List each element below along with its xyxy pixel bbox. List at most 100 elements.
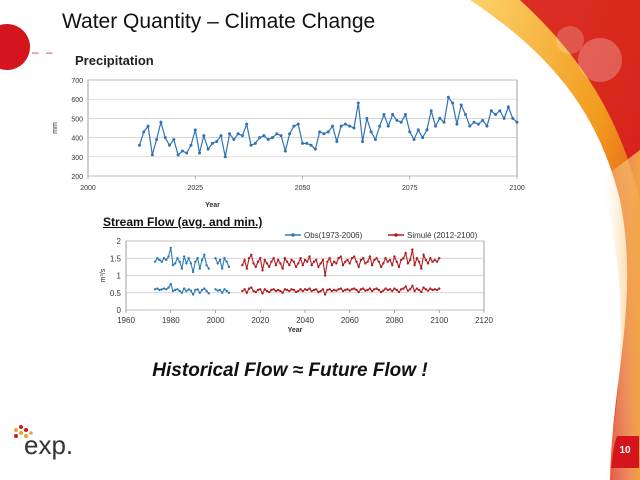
data-point bbox=[228, 132, 232, 136]
data-point bbox=[159, 120, 163, 124]
data-point bbox=[403, 113, 407, 117]
logo-dots-icon bbox=[14, 425, 33, 438]
data-point bbox=[155, 138, 159, 142]
data-point bbox=[429, 109, 433, 113]
y-tick-label: 700 bbox=[71, 78, 83, 85]
series-line-min bbox=[242, 284, 440, 296]
y-tick-label: 2 bbox=[117, 237, 122, 246]
data-point bbox=[511, 116, 515, 120]
data-point bbox=[236, 132, 240, 136]
data-point bbox=[270, 136, 274, 140]
data-point bbox=[498, 109, 502, 113]
y-tick-label: 0 bbox=[117, 306, 122, 315]
series-line-avg bbox=[154, 247, 210, 273]
y-tick-label: 1 bbox=[117, 272, 122, 281]
data-point bbox=[245, 122, 249, 126]
data-point bbox=[442, 120, 446, 124]
y-tick-label: 0.5 bbox=[110, 289, 122, 298]
logo-text: exp. bbox=[24, 430, 73, 460]
data-point bbox=[279, 134, 283, 138]
x-axis-label: Year bbox=[205, 202, 220, 209]
data-point bbox=[318, 130, 322, 134]
data-point bbox=[210, 141, 214, 145]
data-point bbox=[356, 101, 360, 105]
data-point bbox=[369, 130, 373, 134]
data-point bbox=[275, 132, 279, 136]
data-point bbox=[253, 141, 257, 145]
data-point bbox=[515, 120, 519, 124]
data-point bbox=[313, 147, 317, 151]
data-point bbox=[198, 151, 202, 155]
data-point bbox=[481, 118, 485, 122]
data-point bbox=[137, 143, 141, 147]
page-number-badge bbox=[611, 436, 639, 468]
y-axis-label: mm bbox=[52, 122, 59, 134]
data-point bbox=[240, 134, 244, 138]
y-tick-label: 200 bbox=[71, 174, 83, 181]
data-point bbox=[172, 138, 176, 142]
data-point bbox=[266, 138, 270, 142]
legend-marker bbox=[291, 233, 295, 237]
data-point bbox=[326, 130, 330, 134]
data-point bbox=[472, 120, 476, 124]
data-point bbox=[249, 143, 253, 147]
y-tick-label: 1.5 bbox=[110, 254, 122, 263]
data-point bbox=[185, 151, 189, 155]
data-point bbox=[215, 139, 219, 143]
data-point bbox=[343, 122, 347, 126]
legend-label: Simulé (2012-2100) bbox=[407, 231, 478, 240]
data-point bbox=[301, 141, 304, 145]
data-point bbox=[331, 124, 335, 128]
data-point bbox=[262, 134, 266, 138]
series-line-min bbox=[154, 282, 210, 296]
data-point bbox=[193, 128, 197, 132]
data-point bbox=[352, 126, 356, 130]
data-point bbox=[378, 124, 382, 128]
data-point bbox=[288, 132, 292, 136]
data-point bbox=[425, 128, 429, 132]
x-tick-label: 2100 bbox=[509, 185, 525, 192]
data-point bbox=[305, 141, 309, 145]
y-tick-label: 500 bbox=[71, 116, 83, 123]
data-point bbox=[421, 136, 425, 140]
x-tick-label: 2060 bbox=[341, 316, 359, 325]
data-point bbox=[176, 153, 180, 157]
data-point bbox=[309, 143, 313, 147]
tagline: Historical Flow ≈ Future Flow ! bbox=[152, 360, 428, 381]
x-tick-label: 2025 bbox=[187, 185, 203, 192]
data-point bbox=[391, 113, 395, 117]
data-point bbox=[459, 103, 463, 107]
data-point bbox=[223, 155, 227, 159]
y-axis-label: m³/s bbox=[100, 268, 107, 282]
data-point bbox=[150, 153, 154, 157]
data-point bbox=[335, 139, 339, 143]
x-tick-label: 2100 bbox=[430, 316, 448, 325]
data-point bbox=[146, 124, 150, 128]
data-point bbox=[416, 128, 420, 132]
legend-marker bbox=[394, 233, 398, 237]
data-point bbox=[296, 122, 300, 126]
data-point bbox=[180, 149, 184, 153]
y-tick-label: 400 bbox=[71, 136, 83, 143]
data-point bbox=[202, 134, 206, 138]
streamflow-chart-title: Stream Flow (avg. and min.) bbox=[103, 215, 263, 229]
data-point bbox=[412, 138, 416, 142]
data-point bbox=[455, 122, 459, 126]
series-line-avg bbox=[214, 256, 230, 269]
data-point bbox=[292, 124, 296, 128]
data-point bbox=[386, 124, 390, 128]
data-point bbox=[373, 138, 377, 142]
data-point bbox=[232, 138, 236, 142]
data-point bbox=[433, 124, 437, 128]
data-point bbox=[494, 113, 498, 117]
data-point bbox=[142, 130, 146, 134]
data-point bbox=[258, 136, 262, 140]
data-point bbox=[476, 122, 480, 126]
data-point bbox=[361, 139, 365, 143]
x-tick-label: 2000 bbox=[80, 185, 96, 192]
exp-logo: exp. bbox=[14, 425, 73, 460]
data-point bbox=[489, 109, 493, 113]
series-line-avg bbox=[241, 249, 440, 276]
